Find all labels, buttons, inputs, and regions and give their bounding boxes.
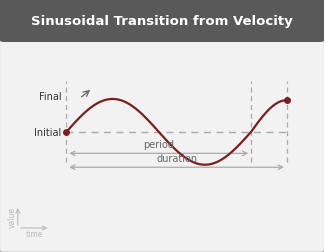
FancyBboxPatch shape: [0, 0, 324, 43]
Text: duration: duration: [156, 153, 197, 163]
Text: Final: Final: [39, 92, 62, 102]
Text: Sinusoidal Transition from Velocity: Sinusoidal Transition from Velocity: [31, 15, 293, 28]
Text: period: period: [143, 139, 174, 149]
Text: Initial: Initial: [34, 127, 62, 137]
Text: time: time: [26, 229, 43, 238]
Text: value: value: [7, 206, 17, 227]
